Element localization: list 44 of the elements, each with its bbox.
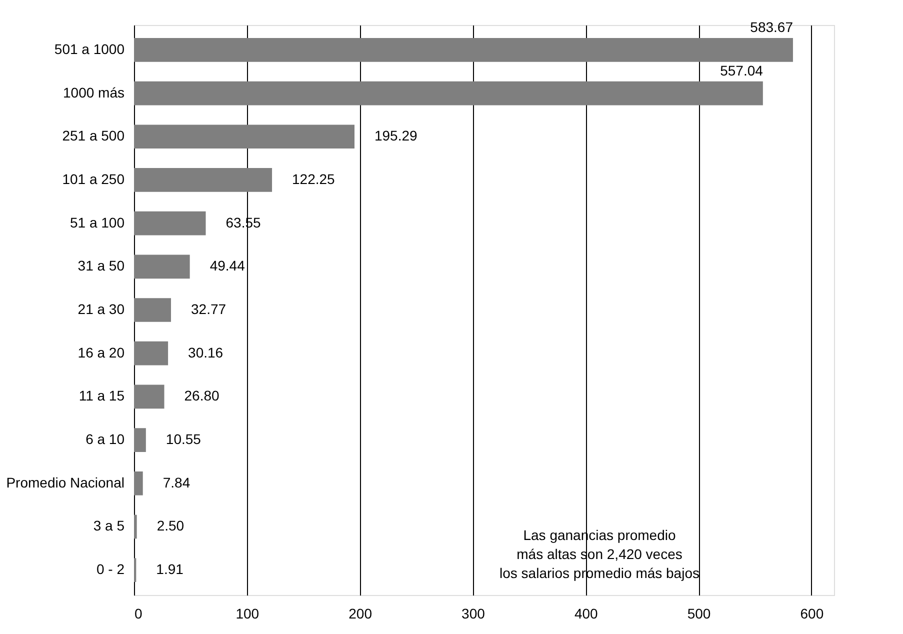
x-tick-label: 200 <box>348 606 372 622</box>
bar <box>134 81 763 106</box>
bar <box>134 384 164 409</box>
data-label: 7.84 <box>162 474 190 490</box>
data-label: 1.91 <box>156 561 184 578</box>
y-tick-label: 251 a 500 <box>62 128 125 144</box>
y-tick-label: 6 a 10 <box>86 431 125 448</box>
data-label: 195.29 <box>374 128 418 144</box>
y-tick-label: 501 a 1000 <box>54 40 125 57</box>
data-label: 10.55 <box>166 431 202 448</box>
data-label: 30.16 <box>188 344 224 360</box>
y-tick-label: 0 - 2 <box>96 561 125 578</box>
data-label: 557.04 <box>720 62 764 78</box>
x-tick-label: 100 <box>236 606 260 622</box>
bar <box>134 514 137 539</box>
y-tick-label: 1000 más <box>63 84 124 100</box>
x-tick-label: 300 <box>462 606 486 622</box>
bar <box>134 254 190 279</box>
y-tick-label: Promedio Nacional <box>6 474 124 490</box>
y-tick-label: 3 a 5 <box>93 518 125 534</box>
data-label: 49.44 <box>210 258 246 274</box>
y-tick-label: 31 a 50 <box>78 258 125 274</box>
y-tick-label: 51 a 100 <box>70 214 125 230</box>
x-tick-label: 400 <box>574 606 598 622</box>
bar <box>134 471 143 496</box>
bar <box>134 298 171 322</box>
data-label: 2.50 <box>156 518 184 534</box>
data-label: 122.25 <box>292 170 336 187</box>
y-tick-label: 16 a 20 <box>78 344 125 360</box>
x-tick-label: 0 <box>134 606 142 622</box>
bar <box>134 428 146 452</box>
y-tick-label: 21 a 30 <box>78 301 125 317</box>
x-tick-label: 500 <box>687 606 711 622</box>
y-tick-label: 101 a 250 <box>62 170 125 187</box>
y-tick-label: 11 a 15 <box>78 388 125 404</box>
data-label: 26.80 <box>184 388 220 404</box>
data-label: 583.67 <box>750 18 794 35</box>
bar <box>134 168 272 192</box>
bar <box>134 38 793 62</box>
bar <box>134 124 354 149</box>
x-tick-label: 600 <box>800 606 824 622</box>
data-label: 32.77 <box>191 301 226 317</box>
bar <box>134 211 206 236</box>
bar <box>134 341 168 366</box>
